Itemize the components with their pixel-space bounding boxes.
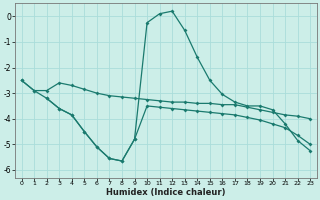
X-axis label: Humidex (Indice chaleur): Humidex (Indice chaleur) [106, 188, 226, 197]
